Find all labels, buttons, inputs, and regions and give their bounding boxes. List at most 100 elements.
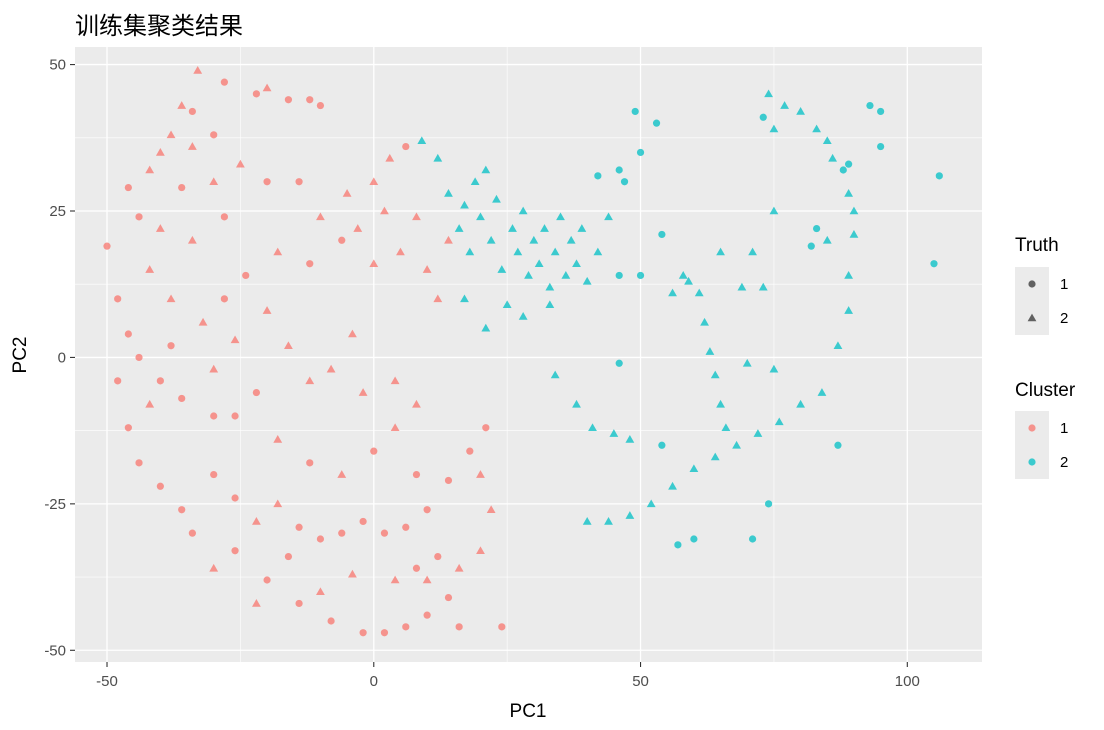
data-point-cluster-1 <box>385 153 395 162</box>
data-point-cluster-1 <box>231 494 239 502</box>
data-point-cluster-1 <box>454 563 464 572</box>
data-point-cluster-2 <box>930 260 938 268</box>
data-point-cluster-1 <box>380 629 389 637</box>
data-point-cluster-2 <box>513 247 523 256</box>
legends: Truth 1 2 Cluster 1 2 <box>1015 235 1076 479</box>
data-point-cluster-2 <box>690 535 698 543</box>
data-point-cluster-1 <box>145 165 155 174</box>
data-point-cluster-1 <box>402 142 410 151</box>
data-point-cluster-1 <box>220 213 228 221</box>
data-point-cluster-2 <box>594 172 602 180</box>
data-point-cluster-2 <box>492 194 501 203</box>
data-point-cluster-1 <box>295 178 303 186</box>
data-point-cluster-2 <box>716 247 725 256</box>
data-point-cluster-2 <box>764 500 773 508</box>
data-point-cluster-1 <box>316 212 325 221</box>
data-point-cluster-1 <box>444 235 453 244</box>
data-point-cluster-2 <box>769 206 779 215</box>
data-point-cluster-1 <box>412 470 421 479</box>
data-point-cluster-2 <box>748 535 757 543</box>
data-point-cluster-1 <box>390 423 400 432</box>
data-point-cluster-1 <box>380 529 389 537</box>
data-point-cluster-2 <box>545 282 555 291</box>
data-point-cluster-1 <box>498 623 506 631</box>
data-point-cluster-1 <box>273 435 283 443</box>
data-point-cluster-1 <box>284 341 293 350</box>
data-point-cluster-2 <box>615 271 623 280</box>
data-point-cluster-2 <box>636 148 645 157</box>
data-point-cluster-1 <box>422 575 432 584</box>
data-point-cluster-1 <box>370 447 378 455</box>
data-point-cluster-2 <box>866 101 874 110</box>
data-point-cluster-2 <box>534 259 544 268</box>
legend-label-cluster-1: 1 <box>1060 420 1068 437</box>
data-point-cluster-2 <box>625 435 635 443</box>
data-point-cluster-2 <box>769 124 779 133</box>
data-point-cluster-2 <box>758 282 768 291</box>
data-point-cluster-1 <box>188 107 196 116</box>
data-point-cluster-2 <box>497 265 507 273</box>
legend-label-truth-2: 2 <box>1060 310 1068 327</box>
data-point-cluster-2 <box>460 200 469 209</box>
data-point-cluster-1 <box>338 529 346 537</box>
data-point-cluster-1 <box>412 564 421 572</box>
data-point-cluster-2 <box>625 511 635 519</box>
data-point-cluster-1 <box>316 101 325 110</box>
data-point-cluster-1 <box>390 575 400 584</box>
data-point-cluster-1 <box>359 517 367 526</box>
data-point-cluster-2 <box>615 359 623 367</box>
data-point-cluster-2 <box>877 142 885 151</box>
data-point-cluster-1 <box>327 617 335 625</box>
data-point-cluster-1 <box>252 388 260 397</box>
data-point-cluster-1 <box>423 611 431 619</box>
data-point-cluster-2 <box>582 276 592 285</box>
data-point-cluster-2 <box>646 499 656 508</box>
data-point-cluster-1 <box>295 599 303 608</box>
data-point-cluster-1 <box>156 482 164 490</box>
data-point-cluster-2 <box>796 107 805 115</box>
data-point-cluster-1 <box>369 177 379 186</box>
data-point-cluster-2 <box>582 517 592 525</box>
data-point-cluster-2 <box>668 288 677 297</box>
data-point-cluster-2 <box>796 399 805 408</box>
data-point-cluster-2 <box>833 341 843 350</box>
data-point-cluster-1 <box>220 78 228 86</box>
data-point-cluster-1 <box>284 552 293 561</box>
data-point-cluster-1 <box>353 224 363 232</box>
data-point-cluster-1 <box>124 330 132 338</box>
data-point-cluster-2 <box>700 317 709 326</box>
data-point-cluster-1 <box>466 447 474 455</box>
data-point-cluster-1 <box>306 96 314 104</box>
data-point-cluster-1 <box>155 148 165 156</box>
chart-title: 训练集聚类结果 <box>75 12 243 40</box>
data-point-cluster-1 <box>316 587 325 596</box>
data-point-cluster-2 <box>454 224 464 232</box>
data-point-cluster-1 <box>178 394 186 403</box>
data-points <box>103 66 943 637</box>
plot-panel <box>75 47 982 662</box>
data-point-cluster-2 <box>780 101 789 109</box>
data-point-cluster-2 <box>545 300 555 309</box>
data-point-cluster-2 <box>668 481 677 490</box>
legend-title-cluster: Cluster <box>1015 380 1076 401</box>
data-point-cluster-2 <box>524 271 533 279</box>
data-point-cluster-1 <box>348 569 357 578</box>
data-point-cluster-2 <box>674 541 682 549</box>
data-point-cluster-2 <box>550 370 560 379</box>
y-tick-label: -25 <box>44 496 66 513</box>
data-point-cluster-1 <box>326 364 336 373</box>
data-point-cluster-1 <box>178 506 186 514</box>
data-point-cluster-2 <box>556 212 565 221</box>
data-point-cluster-2 <box>834 441 842 449</box>
data-point-cluster-2 <box>694 288 704 297</box>
data-point-cluster-1 <box>155 224 165 232</box>
data-point-cluster-1 <box>135 459 143 467</box>
data-point-cluster-2 <box>417 136 427 145</box>
data-point-cluster-2 <box>849 230 859 238</box>
data-point-cluster-2 <box>561 271 571 279</box>
data-point-cluster-2 <box>710 452 720 461</box>
data-point-cluster-1 <box>423 506 431 514</box>
data-point-cluster-2 <box>742 358 752 367</box>
data-point-cluster-1 <box>103 242 111 250</box>
data-point-cluster-1 <box>145 399 155 408</box>
